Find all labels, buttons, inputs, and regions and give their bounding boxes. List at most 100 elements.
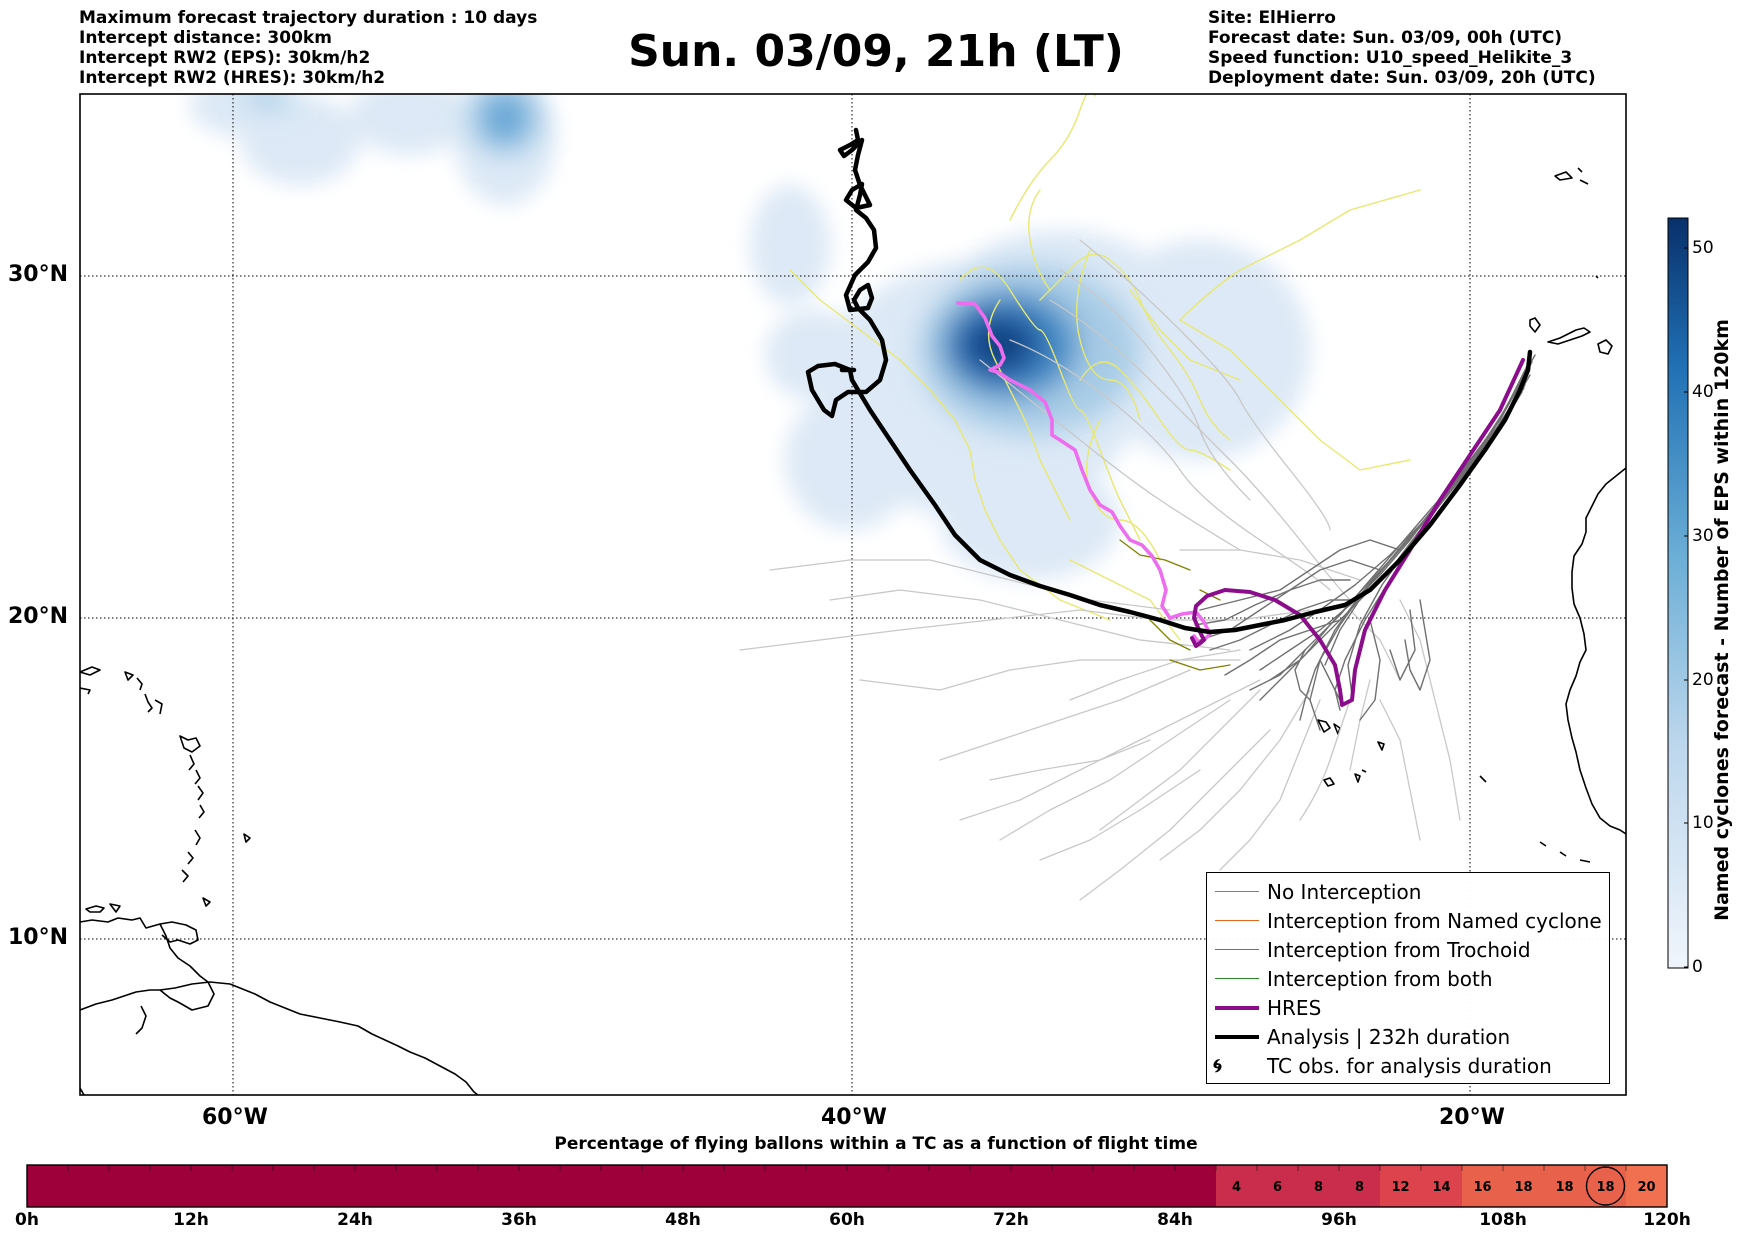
header-right-info: Site: ElHierro Forecast date: Sun. 03/09… bbox=[1208, 8, 1596, 88]
flight-time-label: 96h bbox=[1321, 1210, 1357, 1230]
legend-trochoid: Interception from Trochoid bbox=[1207, 937, 1607, 963]
bar-cell-value: 8 bbox=[1314, 1180, 1323, 1195]
bar-cell bbox=[806, 1165, 848, 1207]
lon-label-20w: 20°W bbox=[1439, 1105, 1505, 1130]
bar-cell bbox=[1257, 1165, 1299, 1207]
cyclone-density-field bbox=[190, 94, 1310, 580]
bar-cell-value: 16 bbox=[1473, 1180, 1491, 1195]
bar-cell bbox=[601, 1165, 643, 1207]
legend-swatch bbox=[1215, 978, 1259, 979]
lon-label-40w: 40°W bbox=[821, 1105, 887, 1130]
flight-time-label: 24h bbox=[337, 1210, 373, 1230]
bar-cell bbox=[1216, 1165, 1258, 1207]
flight-time-label: 12h bbox=[173, 1210, 209, 1230]
colorbar-tick: 0 bbox=[1692, 957, 1703, 977]
bar-cell bbox=[1134, 1165, 1176, 1207]
colorbar-tick: 50 bbox=[1692, 238, 1714, 258]
bar-cell-value: 12 bbox=[1391, 1180, 1409, 1195]
legend-label: Analysis | 232h duration bbox=[1267, 1025, 1511, 1049]
legend-analysis: Analysis | 232h duration bbox=[1207, 1024, 1607, 1050]
flight-time-label: 108h bbox=[1479, 1210, 1527, 1230]
bar-cell bbox=[1626, 1165, 1668, 1207]
header-intercept-hres: Intercept RW2 (HRES): 30km/h2 bbox=[79, 68, 386, 88]
bar-cell bbox=[68, 1165, 110, 1207]
tc-symbol-icon: 🌀︎ bbox=[1213, 1055, 1222, 1077]
legend-no-interception: No Interception bbox=[1207, 879, 1607, 905]
bar-cell bbox=[1380, 1165, 1422, 1207]
header-intercept-eps: Intercept RW2 (EPS): 30km/h2 bbox=[79, 48, 371, 68]
bar-cell bbox=[888, 1165, 930, 1207]
flight-time-bar-title: Percentage of flying ballons within a TC… bbox=[554, 1134, 1198, 1154]
bar-cell bbox=[1544, 1165, 1586, 1207]
bar-cell bbox=[560, 1165, 602, 1207]
header-forecast-date: Forecast date: Sun. 03/09, 00h (UTC) bbox=[1208, 28, 1563, 48]
lat-label-30n: 30°N bbox=[8, 262, 69, 287]
legend-label: No Interception bbox=[1267, 880, 1422, 904]
flight-time-label: 84h bbox=[1157, 1210, 1193, 1230]
legend-label: HRES bbox=[1267, 996, 1322, 1020]
bar-cell bbox=[519, 1165, 561, 1207]
legend-swatch bbox=[1215, 891, 1259, 892]
bar-cell bbox=[478, 1165, 520, 1207]
bar-cell bbox=[1421, 1165, 1463, 1207]
header-deployment-date: Deployment date: Sun. 03/09, 20h (UTC) bbox=[1208, 68, 1596, 88]
map-legend: No Interception Interception from Named … bbox=[1206, 872, 1610, 1084]
legend-label: Interception from Named cyclone bbox=[1267, 909, 1602, 933]
bar-cell-value: 18 bbox=[1596, 1180, 1614, 1195]
legend-both: Interception from both bbox=[1207, 966, 1607, 992]
bar-cell bbox=[1011, 1165, 1053, 1207]
bar-cell bbox=[1175, 1165, 1217, 1207]
density-colorbar bbox=[1667, 217, 1689, 969]
page-title: Sun. 03/09, 21h (LT) bbox=[628, 26, 1124, 77]
header-speed-function: Speed function: U10_speed_Helikite_3 bbox=[1208, 48, 1573, 68]
flight-time-label: 60h bbox=[829, 1210, 865, 1230]
bar-cell bbox=[1339, 1165, 1381, 1207]
legend-swatch bbox=[1215, 920, 1259, 921]
bar-highlight-circle bbox=[1585, 1166, 1626, 1206]
bar-cell-value: 18 bbox=[1555, 1180, 1573, 1195]
bar-cell bbox=[1093, 1165, 1135, 1207]
yellow-eps-trajectories bbox=[789, 94, 1421, 641]
black-analysis-trajectory bbox=[805, 127, 1533, 635]
flight-time-label: 36h bbox=[501, 1210, 537, 1230]
coastlines bbox=[80, 167, 1626, 1095]
bar-cell bbox=[109, 1165, 151, 1207]
bar-cell bbox=[1462, 1165, 1504, 1207]
legend-swatch bbox=[1215, 1006, 1259, 1010]
bar-cell bbox=[437, 1165, 479, 1207]
bar-cell-value: 8 bbox=[1355, 1180, 1364, 1195]
bar-cell bbox=[150, 1165, 192, 1207]
map-frame bbox=[79, 93, 1627, 1096]
bar-cell bbox=[396, 1165, 438, 1207]
colorbar-title: Named cyclones forecast - Number of EPS … bbox=[1711, 319, 1733, 921]
flight-time-bar: 4 6 8 8 12 14 16 18 18 18 20 bbox=[26, 1164, 1668, 1208]
flight-time-label: 48h bbox=[665, 1210, 701, 1230]
lat-label-20n: 20°N bbox=[8, 604, 69, 629]
legend-hres: HRES bbox=[1207, 995, 1607, 1021]
lat-label-10n: 10°N bbox=[8, 925, 69, 950]
trajectories bbox=[739, 94, 1536, 901]
header-max-duration: Maximum forecast trajectory duration : 1… bbox=[79, 8, 538, 28]
bar-cell bbox=[273, 1165, 315, 1207]
bar-cell bbox=[642, 1165, 684, 1207]
legend-label: Interception from both bbox=[1267, 967, 1493, 991]
olive-trochoid-trajectories bbox=[1119, 539, 1231, 671]
light-gray-eps-trajectories bbox=[739, 239, 1461, 901]
colorbar-tick: 10 bbox=[1692, 813, 1714, 833]
legend-tc-obs: 🌀︎ TC obs. for analysis duration bbox=[1207, 1053, 1607, 1079]
legend-swatch bbox=[1215, 1035, 1259, 1039]
bar-cell bbox=[683, 1165, 725, 1207]
bar-cell bbox=[1503, 1165, 1545, 1207]
bar-cell bbox=[27, 1165, 69, 1207]
bar-cell bbox=[314, 1165, 356, 1207]
header-left-info: Maximum forecast trajectory duration : 1… bbox=[79, 8, 537, 88]
bar-cell-value: 6 bbox=[1273, 1180, 1282, 1195]
colorbar-tick: 20 bbox=[1692, 670, 1714, 690]
bar-cell-value: 14 bbox=[1432, 1180, 1450, 1195]
lon-label-60w: 60°W bbox=[202, 1105, 268, 1130]
bar-cell-value: 4 bbox=[1232, 1180, 1241, 1195]
bar-cell bbox=[970, 1165, 1012, 1207]
legend-label: Interception from Trochoid bbox=[1267, 938, 1531, 962]
bar-cell bbox=[1298, 1165, 1340, 1207]
